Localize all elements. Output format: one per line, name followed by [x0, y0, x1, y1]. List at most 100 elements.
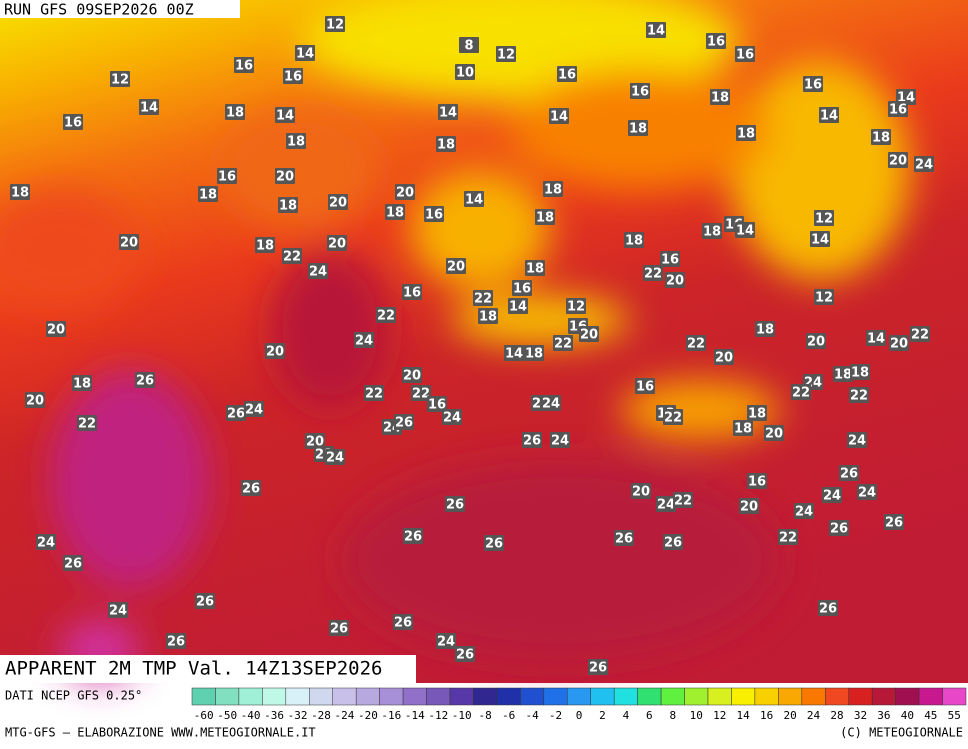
legend-swatch [496, 687, 521, 706]
label-box [63, 114, 83, 130]
label-box [402, 284, 422, 300]
label-box [198, 186, 218, 202]
label-box [393, 614, 413, 630]
temperature-label: 20 [396, 186, 414, 201]
legend-swatch [426, 687, 451, 706]
temperature-label: 26 [167, 635, 185, 650]
label-box [25, 392, 45, 408]
label-box [244, 401, 264, 417]
label-box [442, 409, 462, 425]
product-box [0, 655, 416, 683]
temperature-label: 16 [804, 78, 822, 93]
temperature-label: 24 [326, 451, 344, 466]
label-box [525, 260, 545, 276]
temperature-label: 16 [403, 286, 421, 301]
label-box [810, 231, 830, 247]
temperature-label: 24 [245, 403, 263, 418]
label-box [459, 37, 479, 53]
legend-tick-label: 28 [830, 709, 843, 722]
label-box [579, 326, 599, 342]
label-box [403, 528, 423, 544]
temperature-label: 22 [283, 250, 301, 265]
temperature-label: 26 [242, 482, 260, 497]
label-box [553, 335, 573, 351]
legend-tick-label: -14 [405, 709, 425, 722]
temperature-label: 18 [834, 368, 852, 383]
temperature-label: 18 [734, 422, 752, 437]
legend-swatch [825, 687, 849, 706]
label-box [110, 71, 130, 87]
label-box [522, 432, 542, 448]
temperature-label: 16 [661, 253, 679, 268]
label-box [119, 234, 139, 250]
temperature-label: 20 [765, 427, 783, 442]
temperature-label: 16 [558, 68, 576, 83]
label-box [283, 68, 303, 84]
temperature-label: 18 [748, 407, 766, 422]
label-box [508, 298, 528, 314]
legend-swatch [731, 687, 756, 706]
temperature-label: 26 [395, 416, 413, 431]
label-box [305, 433, 325, 449]
temperature-label: 16 [736, 48, 754, 63]
temperature-label: 20 [666, 274, 684, 289]
label-box [557, 66, 577, 82]
label-box [524, 345, 544, 361]
label-box [455, 646, 475, 662]
label-box [504, 345, 524, 361]
temperature-label: 10 [456, 66, 474, 81]
label-box [631, 483, 651, 499]
legend-swatch [567, 687, 591, 706]
label-box [803, 76, 823, 92]
label-box [660, 251, 680, 267]
temperature-label: 18 [73, 377, 91, 392]
label-box [850, 364, 870, 380]
label-box [241, 480, 261, 496]
label-box [496, 46, 516, 62]
temperature-label: 18 [199, 188, 217, 203]
legend-tick-label: 45 [924, 709, 937, 722]
temperature-label: 14 [465, 193, 483, 208]
temperature-label: 26 [64, 557, 82, 572]
legend-swatch [801, 687, 826, 706]
temperature-label: 14 [811, 233, 829, 248]
legend-tick-label: -10 [452, 709, 472, 722]
temperature-label: 16 [284, 70, 302, 85]
legend-swatch [191, 687, 216, 706]
label-box [411, 385, 431, 401]
temperature-label: 22 [664, 411, 682, 426]
label-box [849, 387, 869, 403]
label-box [888, 101, 908, 117]
temperature-label: 26 [589, 661, 607, 676]
temperature-label: 16 [889, 103, 907, 118]
temperature-label: 22 [911, 328, 929, 343]
label-box [914, 156, 934, 172]
temperature-label: 22 [554, 337, 572, 352]
legend-tick-label: 6 [646, 709, 653, 722]
temperature-label: 26 [615, 532, 633, 547]
legend-swatch [637, 687, 662, 706]
label-box [710, 89, 730, 105]
label-box [72, 375, 92, 391]
label-box [135, 372, 155, 388]
label-box [108, 602, 128, 618]
legend-swatch [660, 687, 685, 706]
legend-swatch [778, 687, 803, 706]
temperature-label: 24 [657, 498, 675, 513]
label-box [646, 22, 666, 38]
label-box [364, 385, 384, 401]
label-box [702, 223, 722, 239]
legend-tick-label: -2 [549, 709, 562, 722]
legend-swatch [871, 687, 896, 706]
legend-swatch [309, 687, 333, 706]
label-box [814, 210, 834, 226]
label-box [275, 107, 295, 123]
label-box [63, 555, 83, 571]
label-box [871, 129, 891, 145]
label-box [473, 290, 493, 306]
label-box [735, 222, 755, 238]
label-box [839, 465, 859, 481]
temperature-label: 20 [890, 337, 908, 352]
label-box [445, 496, 465, 512]
label-box [438, 104, 458, 120]
